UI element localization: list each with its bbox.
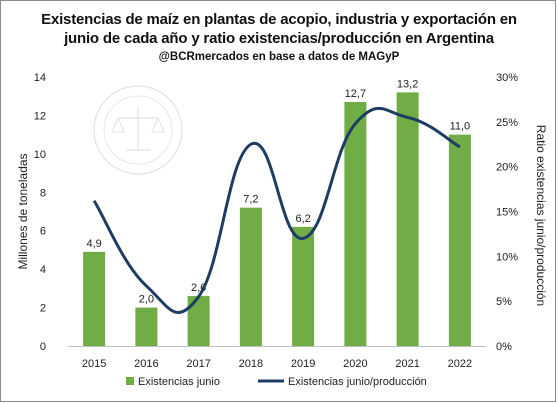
y-tick-label: 10: [34, 149, 46, 161]
y2-tick-label: 0%: [496, 341, 512, 353]
bar-data-label: 13,2: [397, 78, 418, 90]
bar-data-label: 2,0: [139, 294, 154, 306]
bar-existencias: [396, 92, 419, 346]
legend-group: Existencias junio Existencias junio/produ…: [126, 376, 427, 388]
line-group: [92, 106, 461, 314]
line-ratio-series: [92, 106, 461, 314]
bar-data-label: 4,9: [86, 238, 101, 250]
bar-labels-group: 4,92,02,67,26,212,713,211,0: [86, 78, 470, 305]
y-tick-label: 8: [40, 187, 46, 199]
bar-existencias: [239, 207, 262, 346]
y-tick-label: 12: [34, 110, 46, 122]
x-tick-label: 2018: [239, 358, 263, 370]
bar-existencias: [292, 226, 315, 346]
bar-existencias: [83, 251, 106, 346]
bar-data-label: 11,0: [450, 121, 471, 133]
legend-label-bars: Existencias junio: [138, 376, 220, 388]
bar-existencias: [344, 101, 367, 346]
x-tick-label: 2015: [82, 358, 106, 370]
chart-title: Existencias de maíz en plantas de acopio…: [41, 11, 517, 28]
y2-axis-title: Ratio existencias junio/producción: [534, 125, 548, 306]
chart-subtitle: @BCRmercados en base a datos de MAGyP: [158, 51, 400, 63]
bar-existencias: [135, 307, 158, 346]
chart-title-line2: junio de cada año y ratio existencias/pr…: [64, 30, 494, 47]
y-tick-label: 4: [40, 264, 46, 276]
x-tick-label: 2020: [343, 358, 367, 370]
x-tick-label: 2022: [448, 358, 472, 370]
bar-existencias: [187, 296, 210, 346]
x-tick-label: 2021: [395, 358, 419, 370]
legend-label-line: Existencias junio/producción: [288, 376, 427, 388]
legend-swatch-bars: [126, 377, 134, 385]
chart-title-block: Existencias de maíz en plantas de acopio…: [0, 10, 558, 65]
x-tick-label: 2016: [134, 358, 158, 370]
y2-tick-label: 15%: [496, 207, 518, 219]
bar-existencias: [448, 134, 471, 346]
y2-tick-label: 5%: [496, 296, 512, 308]
y-tick-label: 2: [40, 303, 46, 315]
bar-data-label: 7,2: [243, 194, 258, 206]
x-tick-label: 2019: [291, 358, 315, 370]
axes-group: 0 2 4 6 8 10 12 14 0% 5% 10% 15% 20% 25% 30% 2015 2016 20…: [16, 72, 548, 370]
y-tick-label: 0: [40, 341, 46, 353]
y2-tick-label: 10%: [496, 251, 518, 263]
y-axis-title: Millones de toneladas: [16, 153, 30, 269]
bars-group: [83, 92, 471, 346]
y2-tick-label: 30%: [496, 72, 518, 84]
y2-tick-label: 20%: [496, 162, 518, 174]
y-tick-label: 14: [34, 72, 46, 84]
bar-data-label: 12,7: [345, 88, 366, 100]
watermark-seal: [93, 85, 183, 175]
bar-data-label: 6,2: [295, 213, 310, 225]
x-tick-label: 2017: [186, 358, 210, 370]
y-tick-label: 6: [40, 226, 46, 238]
y2-tick-label: 25%: [496, 117, 518, 129]
